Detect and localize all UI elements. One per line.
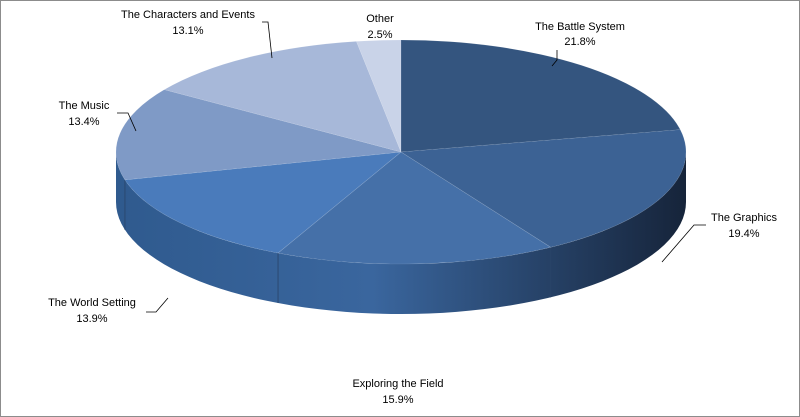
- label-battle-system: The Battle System 21.8%: [535, 21, 625, 48]
- slice-label: Other: [366, 13, 394, 25]
- slice-percent: 13.1%: [172, 25, 203, 37]
- slice-label: Exploring the Field: [352, 378, 443, 390]
- pie-side-wall: [116, 152, 686, 314]
- label-world-setting: The World Setting 13.9%: [48, 297, 136, 325]
- pie-slice: [115, 89, 402, 181]
- label-characters-events: The Characters and Events 13.1%: [121, 9, 255, 37]
- slice-percent: 13.4%: [68, 116, 99, 128]
- pie-slice: [400, 39, 681, 153]
- pie-top: [115, 39, 687, 265]
- slice-label: The Music: [59, 100, 110, 112]
- label-music: The Music 13.4%: [59, 100, 110, 128]
- leader-line-music: [117, 112, 137, 132]
- slice-label: The Battle System: [535, 21, 625, 33]
- pie-slice: [124, 151, 402, 254]
- slice-label: The Characters and Events: [121, 9, 255, 21]
- pie-slice: [163, 41, 402, 153]
- slice-label: The Graphics: [711, 212, 778, 224]
- pie-side-wall-face: [116, 152, 686, 314]
- label-graphics: The Graphics 19.4%: [711, 212, 778, 240]
- leader-line-world-setting: [146, 297, 169, 313]
- slice-percent: 2.5%: [367, 29, 392, 41]
- slice-percent: 15.9%: [382, 394, 413, 406]
- slice-percent: 21.8%: [564, 36, 595, 48]
- leader-line-graphics: [661, 224, 706, 263]
- leader-line-battle-system: [551, 50, 558, 67]
- pie-slice: [277, 151, 552, 265]
- label-exploring-field: Exploring the Field 15.9%: [352, 378, 443, 406]
- label-other: Other 2.5%: [366, 13, 394, 41]
- pie-slice: [355, 39, 402, 153]
- slice-percent: 13.9%: [76, 313, 107, 325]
- slice-label: The World Setting: [48, 297, 136, 309]
- leader-line-characters-events: [262, 21, 273, 59]
- pie-slice: [400, 129, 687, 248]
- slice-percent: 19.4%: [728, 228, 759, 240]
